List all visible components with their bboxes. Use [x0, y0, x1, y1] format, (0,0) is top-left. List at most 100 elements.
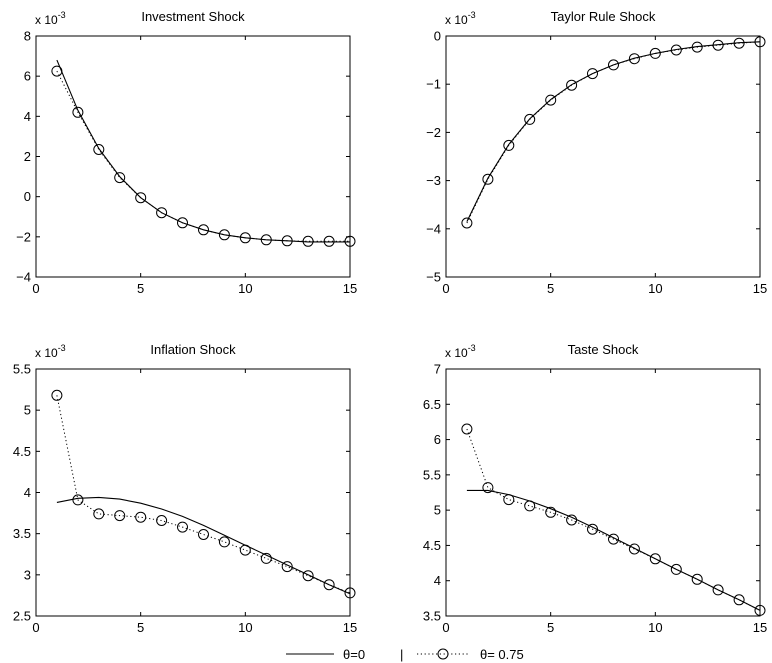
- taste-shock-series-dotted-circle-point: [608, 533, 619, 545]
- investment-shock-ytick-label: 8: [24, 29, 31, 44]
- inflation-shock-series-dotted-circle-point: [344, 587, 356, 599]
- taylor-rule-shock-series-dotted-circle-point: [649, 47, 661, 59]
- inflation-shock-ytick-label: 3.5: [13, 526, 31, 541]
- taylor-rule-shock-series-dotted-circle-point: [503, 139, 515, 151]
- taste-shock-series-dotted-circle-point: [691, 573, 703, 585]
- taylor-rule-shock-series-dotted-circle-point: [587, 68, 598, 80]
- inflation-shock-exponent-base: x 10: [35, 346, 58, 360]
- taste-shock-series-solid-line: [466, 489, 761, 611]
- investment-shock-exponent-power: -3: [58, 10, 66, 20]
- investment-shock-series-dotted-circle-line: [56, 70, 350, 242]
- inflation-shock-series-dotted-circle-point: [239, 544, 251, 556]
- investment-shock-series-dotted-circle-point: [72, 106, 84, 118]
- inflation-shock-xtick-label: 10: [238, 620, 252, 635]
- taste-shock-ytick-label: 6: [434, 432, 441, 447]
- investment-shock-ytick-label: 4: [24, 109, 31, 124]
- taste-shock-series-dotted-circle-point: [566, 514, 578, 526]
- inflation-shock-series-dotted-circle-point: [156, 515, 168, 526]
- investment-shock-xtick-label: 10: [238, 281, 252, 296]
- taste-shock-series-dotted-circle-point: [628, 543, 640, 555]
- investment-shock-ytick-label: 0: [24, 189, 31, 204]
- inflation-shock-series-dotted-circle-line: [56, 395, 351, 594]
- taste-shock-exponent-power: -3: [468, 343, 476, 353]
- inflation-shock-exponent-label: x 10-3: [35, 343, 66, 360]
- investment-shock-series-dotted-circle-point: [281, 235, 293, 247]
- investment-shock-title: Investment Shock: [141, 9, 245, 24]
- legend-circle-marker: [437, 648, 449, 660]
- investment-shock-exponent-label: x 10-3: [35, 10, 66, 27]
- taylor-rule-shock-series-dotted-circle-point: [524, 113, 536, 125]
- taylor-rule-shock-series-dotted-circle-point: [670, 44, 682, 56]
- taste-shock-exponent-label: x 10-3: [445, 343, 476, 360]
- inflation-shock-xtick-label: 5: [137, 620, 144, 635]
- investment-shock-series-dotted-circle-point: [323, 235, 335, 247]
- inflation-shock-series-solid-line: [56, 496, 351, 595]
- inflation-shock-ytick-label: 3: [24, 567, 31, 582]
- investment-shock-ytick-label: −4: [16, 270, 31, 285]
- investment-shock-series-dotted-circle-point: [260, 234, 272, 246]
- inflation-shock-panel: Inflation Shock x 10-3 0 5 10 15 2.5 3 3.5 4 4.5 5 5…: [13, 342, 357, 635]
- taste-shock-ytick-label: 3.5: [423, 609, 441, 624]
- legend-label-theta-0: θ=0: [343, 647, 365, 662]
- taylor-rule-shock-series-dotted-circle-point: [482, 173, 494, 185]
- taylor-rule-shock-ytick-label: −4: [426, 221, 441, 236]
- investment-shock-xtick-label: 5: [137, 281, 144, 296]
- taylor-rule-shock-panel: Taylor Rule Shock x 10-3 0 5 10 15 −5 −4 −3 −2 −1 0: [426, 9, 767, 296]
- legend: θ=0 | θ= 0.75: [286, 647, 524, 662]
- taste-shock-xtick-label: 0: [442, 620, 449, 635]
- investment-shock-panel: Investment Shock x 10-3 0 5 10 15 −4 −2 0 2 4 6 8: [16, 9, 357, 296]
- taste-shock-series-dotted-circle-point: [587, 523, 598, 535]
- taste-shock-series-dotted-circle-point: [754, 604, 766, 616]
- investment-shock-series-dotted-circle-point: [302, 235, 314, 247]
- inflation-shock-series-dotted-circle-point: [281, 561, 293, 573]
- investment-shock-series-dotted-circle-point: [198, 224, 209, 236]
- inflation-shock-ytick-label: 4: [24, 485, 31, 500]
- taylor-rule-shock-series-dotted-circle-point: [691, 41, 703, 53]
- inflation-shock-title: Inflation Shock: [150, 342, 236, 357]
- taylor-rule-shock-axes-frame: [445, 35, 761, 278]
- inflation-shock-ytick-label: 5: [24, 403, 31, 418]
- taste-shock-ytick-label: 4.5: [423, 538, 441, 553]
- inflation-shock-series-dotted-circle-point: [72, 494, 84, 506]
- taste-shock-series-dotted-circle-point: [524, 500, 536, 512]
- inflation-shock-axes-frame: [35, 368, 351, 617]
- taylor-rule-shock-xtick-label: 10: [648, 281, 662, 296]
- inflation-shock-series-dotted-circle-point: [218, 536, 230, 548]
- taste-shock-series-dotted-circle-point: [482, 482, 494, 494]
- taylor-rule-shock-series-dotted-circle-point: [733, 37, 745, 49]
- investment-shock-series-solid-line: [56, 59, 350, 243]
- investment-shock-series-dotted-circle-point: [156, 207, 168, 219]
- taylor-rule-shock-series-dotted-circle-point: [628, 53, 640, 65]
- taylor-rule-shock-series-solid-line: [466, 41, 761, 222]
- taste-shock-ytick-label: 5.5: [423, 467, 441, 482]
- investment-shock-series-dotted-circle-point: [93, 144, 105, 155]
- inflation-shock-series-dotted-circle-point: [177, 521, 188, 533]
- taste-shock-xtick-label: 10: [648, 620, 662, 635]
- taste-shock-exponent-base: x 10: [445, 346, 468, 360]
- taylor-rule-shock-series-dotted-circle-line: [466, 41, 761, 224]
- inflation-shock-series-dotted-circle-point: [51, 389, 63, 401]
- taste-shock-series-dotted-circle-line: [466, 428, 761, 611]
- taylor-rule-shock-ytick-label: −1: [426, 77, 441, 92]
- taylor-rule-shock-xtick-label: 5: [547, 281, 554, 296]
- investment-shock-series-dotted-circle-point: [51, 65, 63, 77]
- investment-shock-xtick-label: 0: [32, 281, 39, 296]
- taylor-rule-shock-exponent-base: x 10: [445, 13, 468, 27]
- taste-shock-series-dotted-circle-point: [461, 423, 473, 435]
- taste-shock-panel: Taste Shock x 10-3 0 5 10 15 3.5 4 4.5 5 5.5 6 6.5 7: [423, 342, 767, 635]
- inflation-shock-ytick-label: 2.5: [13, 609, 31, 624]
- investment-shock-series-dotted-circle-point: [177, 217, 188, 229]
- taylor-rule-shock-series-dotted-circle-point: [712, 39, 724, 51]
- taste-shock-series-dotted-circle-point: [733, 594, 745, 606]
- taylor-rule-shock-title: Taylor Rule Shock: [551, 9, 656, 24]
- taste-shock-title: Taste Shock: [568, 342, 639, 357]
- taste-shock-series-dotted-circle-point: [503, 494, 515, 506]
- taste-shock-xtick-label: 15: [753, 620, 767, 635]
- taylor-rule-shock-xtick-label: 15: [753, 281, 767, 296]
- investment-shock-series-dotted-circle-point: [239, 232, 251, 244]
- taste-shock-series-dotted-circle-point: [670, 563, 682, 575]
- taste-shock-ytick-label: 7: [434, 362, 441, 377]
- inflation-shock-ytick-label: 4.5: [13, 444, 31, 459]
- investment-shock-ytick-label: 2: [24, 149, 31, 164]
